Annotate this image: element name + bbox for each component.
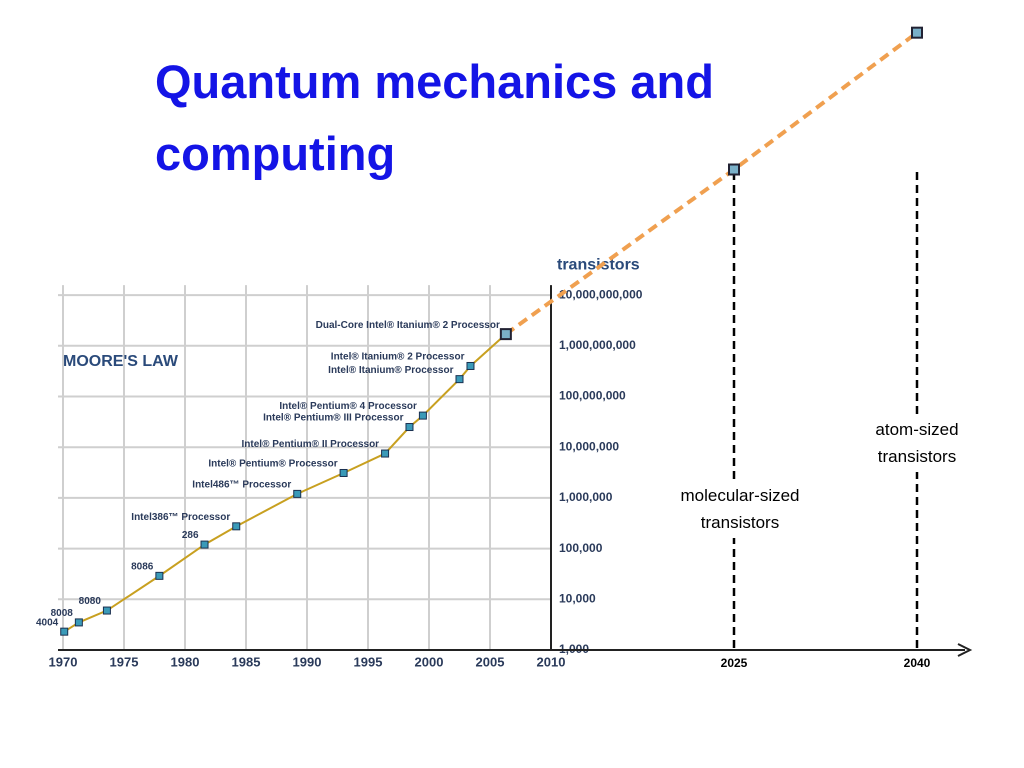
point-label: 8008 xyxy=(51,608,74,619)
x-tick-label: 2040 xyxy=(904,656,931,670)
y-tick-label: 1,000,000,000 xyxy=(559,338,636,352)
annotation: molecular-sized transistors xyxy=(665,480,815,538)
slide-title: Quantum mechanics and computing xyxy=(155,55,714,180)
data-point xyxy=(911,26,923,39)
point-label: 286 xyxy=(182,530,199,541)
annotation: atom-sized transistors xyxy=(862,414,972,472)
data-point xyxy=(102,606,111,615)
chart-title: MOORE'S LAW xyxy=(63,353,179,370)
point-label: Intel® Pentium® 4 Processor xyxy=(279,401,417,412)
y-tick-label: 10,000 xyxy=(559,591,596,605)
data-point xyxy=(381,449,390,458)
data-point xyxy=(499,328,512,341)
x-tick-label: 1995 xyxy=(354,654,383,669)
point-label: Intel® Pentium® Processor xyxy=(208,459,337,470)
x-tick-label: 2025 xyxy=(721,656,748,670)
data-point xyxy=(418,411,427,420)
x-tick-label: 1970 xyxy=(49,654,78,669)
point-label: Intel486™ Processor xyxy=(192,480,291,491)
y-tick-label: 10,000,000 xyxy=(559,439,619,453)
x-axis-arrow xyxy=(957,643,973,657)
point-label: Intel® Itanium® 2 Processor xyxy=(331,352,465,363)
data-point xyxy=(455,375,464,384)
point-label: Dual-Core Intel® Itanium® 2 Processor xyxy=(316,320,500,331)
point-label: 4004 xyxy=(36,617,59,628)
series-line xyxy=(63,333,507,633)
data-point xyxy=(155,571,164,580)
point-label: Intel® Pentium® II Processor xyxy=(242,439,380,450)
data-point xyxy=(293,489,302,498)
y-tick-label: 1,000,000 xyxy=(559,490,613,504)
x-tick-label: 1985 xyxy=(232,654,261,669)
point-label: Intel® Itanium® Processor xyxy=(328,365,453,376)
data-point xyxy=(339,468,348,477)
data-point xyxy=(405,423,414,432)
point-label: 8086 xyxy=(131,561,154,572)
y-tick-label: 10,000,000,000 xyxy=(559,287,643,301)
x-tick-label: 1990 xyxy=(293,654,322,669)
data-point xyxy=(60,627,69,636)
data-point xyxy=(200,540,209,549)
x-tick-label: 2005 xyxy=(476,654,505,669)
point-label: Intel386™ Processor xyxy=(131,512,230,523)
x-tick-label: 1975 xyxy=(110,654,139,669)
y-tick-label: 100,000 xyxy=(559,541,603,555)
y-axis-label: transistors xyxy=(557,256,640,273)
data-point xyxy=(74,618,83,627)
x-tick-label: 2010 xyxy=(537,654,566,669)
x-tick-label: 1980 xyxy=(171,654,200,669)
data-point xyxy=(232,522,241,531)
y-tick-label: 100,000,000 xyxy=(559,389,626,403)
data-point xyxy=(466,361,475,370)
x-tick-label: 2000 xyxy=(415,654,444,669)
point-label: Intel® Pentium® III Processor xyxy=(263,413,403,424)
data-point xyxy=(728,163,740,176)
point-label: 8080 xyxy=(79,596,102,607)
